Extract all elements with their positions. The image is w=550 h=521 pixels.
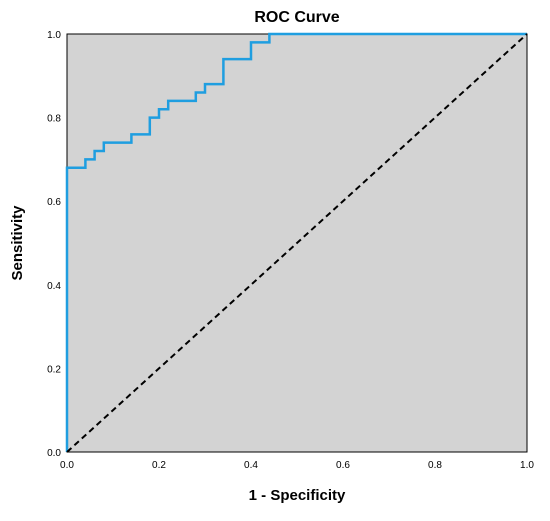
y-tick-label: 0.2	[47, 364, 61, 375]
x-axis-label: 1 - Specificity	[249, 487, 346, 504]
roc-curve-line	[65, 32, 527, 452]
y-tick-label: 0.6	[47, 197, 61, 208]
axis-ticks: 0.0 0.2 0.4 0.6 0.8 1.0 0.0 0.2 0.4 0.6 0.8 1.0	[47, 30, 534, 471]
x-tick-label: 0.6	[336, 460, 350, 471]
series-layer	[65, 32, 528, 453]
reference-diagonal-line	[66, 33, 528, 453]
x-tick-label: 0.2	[152, 460, 166, 471]
x-tick-label: 0.0	[60, 460, 74, 471]
x-tick-label: 1.0	[520, 460, 534, 471]
x-tick-label: 0.4	[244, 460, 258, 471]
y-tick-label: 0.8	[47, 114, 61, 125]
y-tick-label: 0.4	[47, 281, 61, 292]
chart-title: ROC Curve	[254, 9, 339, 26]
x-tick-label: 0.8	[428, 460, 442, 471]
y-axis-label: Sensitivity	[9, 205, 26, 281]
y-tick-label: 1.0	[47, 30, 61, 41]
y-tick-label: 0.0	[47, 448, 61, 459]
